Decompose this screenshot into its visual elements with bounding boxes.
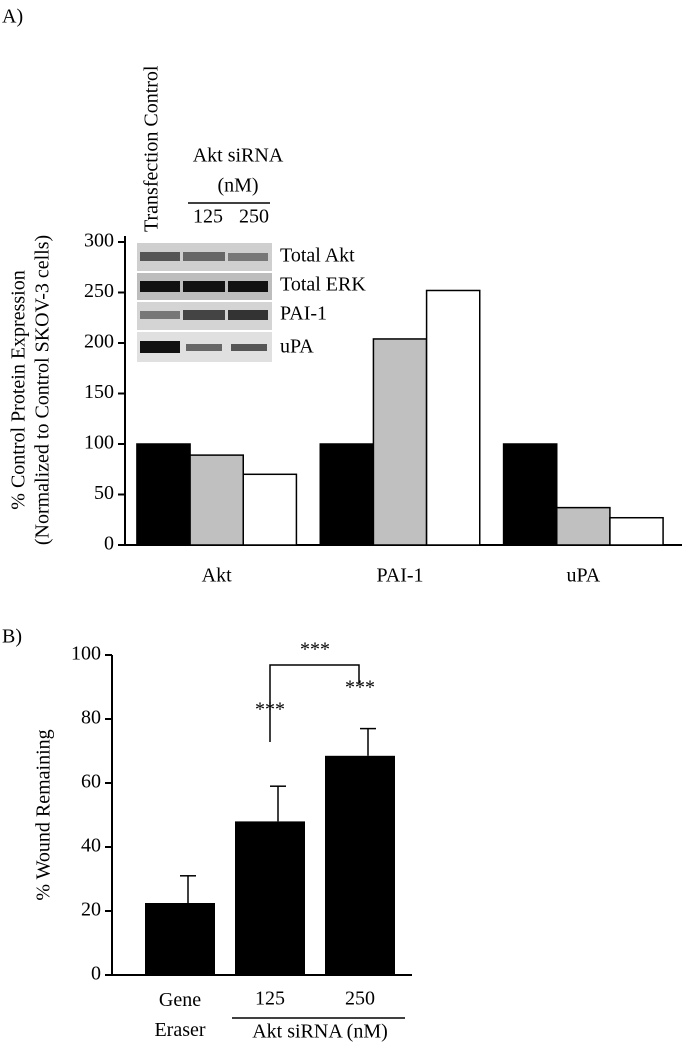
y-axis-title: (Normalized to Control SKOV-3 cells)	[32, 235, 54, 545]
bar	[189, 454, 244, 546]
series-label: Transfection Control	[141, 65, 163, 232]
significance-label: ***	[300, 639, 330, 661]
blot-label: uPA	[280, 336, 314, 358]
x-tick-label: uPA	[566, 565, 600, 587]
series-label: 250	[239, 206, 269, 228]
y-tick-label: 50	[94, 482, 114, 504]
bar	[145, 903, 215, 975]
bar	[502, 443, 558, 546]
y-axis-title: % Wound Remaining	[33, 729, 55, 900]
bar	[425, 289, 481, 546]
panel-label: A)	[2, 6, 23, 28]
y-tick-label: 0	[91, 963, 101, 985]
y-tick-label: 40	[81, 835, 101, 857]
bar	[242, 473, 298, 546]
y-tick-label: 20	[81, 899, 101, 921]
y-axis-title: % Control Protein Expression	[8, 270, 30, 509]
y-tick-label: 250	[84, 280, 114, 302]
inset-group-label: (nM)	[217, 175, 258, 197]
bar	[136, 443, 191, 546]
y-tick-label: 100	[84, 432, 114, 454]
significance-bracket	[269, 664, 360, 742]
x-group-label: Akt siRNA (nM)	[252, 1021, 388, 1043]
bar	[235, 821, 305, 975]
bar	[372, 338, 428, 546]
y-tick-label: 100	[71, 643, 101, 665]
x-tick-label-text: Gene Eraser	[154, 989, 206, 1041]
bar	[556, 506, 611, 546]
x-tick-label: Akt	[202, 565, 232, 587]
bar	[325, 755, 395, 975]
y-tick-label: 60	[81, 771, 101, 793]
blot-label: PAI-1	[280, 303, 327, 325]
bar	[609, 516, 664, 546]
western-blot	[137, 243, 272, 362]
y-tick-label: 300	[84, 230, 114, 252]
significance-label: ***	[255, 699, 285, 721]
y-tick-label: 200	[84, 331, 114, 353]
bar	[319, 443, 375, 546]
x-tick-label: Gene Eraser	[154, 989, 206, 1041]
x-tick-label: 250	[345, 988, 375, 1010]
blot-label: Total Akt	[280, 245, 355, 267]
series-label: 125	[193, 206, 223, 228]
inset-group-label: Akt siRNA	[193, 145, 284, 167]
significance-label: ***	[345, 677, 375, 699]
panel-label: B)	[2, 626, 22, 648]
x-tick-label: 125	[255, 988, 285, 1010]
y-tick-label: 0	[104, 533, 114, 555]
blot-label: Total ERK	[280, 274, 366, 296]
y-tick-label: 80	[81, 707, 101, 729]
x-tick-label: PAI-1	[376, 565, 423, 587]
y-tick-label: 150	[84, 381, 114, 403]
